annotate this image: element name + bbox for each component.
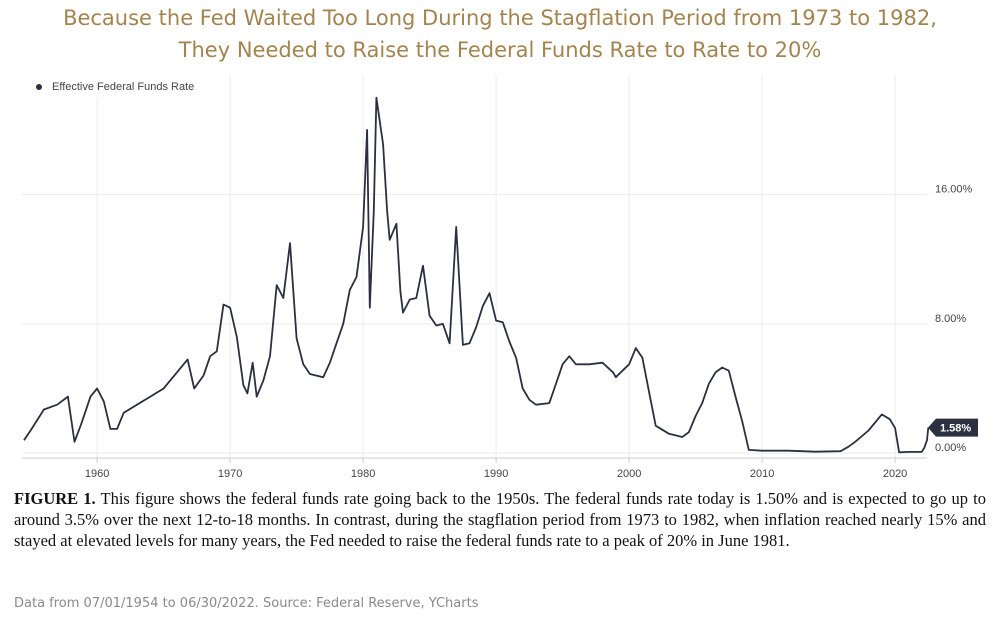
x-tick-label: 1990 xyxy=(484,468,508,478)
title-line: They Needed to Raise the Federal Funds R… xyxy=(178,38,822,62)
x-tick-label: 1980 xyxy=(351,468,375,478)
y-tick-label: 0.00% xyxy=(935,442,966,454)
caption-text: This figure shows the federal funds rate… xyxy=(14,489,987,550)
caption-label: FIGURE 1. xyxy=(14,489,96,508)
x-tick-label: 2000 xyxy=(617,468,641,478)
title-line: Because the Fed Waited Too Long During t… xyxy=(63,6,937,30)
legend-marker xyxy=(36,84,42,90)
source-note: Data from 07/01/1954 to 06/30/2022. Sour… xyxy=(14,596,479,611)
caption: FIGURE 1. This figure shows the federal … xyxy=(14,488,986,551)
end-label-text: 1.58% xyxy=(940,423,971,435)
legend-box xyxy=(25,76,225,98)
x-tick-label: 1960 xyxy=(85,468,109,478)
y-tick-label: 8.00% xyxy=(935,313,966,325)
x-tick-label: 2010 xyxy=(750,468,774,478)
x-tick-label: 1970 xyxy=(218,468,242,478)
x-tick-label: 2020 xyxy=(883,468,907,478)
data-line xyxy=(23,96,930,454)
legend-label: Effective Federal Funds Rate xyxy=(52,81,194,93)
chart: 1960 1970 1980 1990 2000 2010 2020 0.00% 8.00% 16… xyxy=(22,75,978,478)
end-label: 1.58% xyxy=(928,418,978,437)
y-tick-label: 16.00% xyxy=(935,183,973,195)
end-label-box xyxy=(928,418,978,437)
